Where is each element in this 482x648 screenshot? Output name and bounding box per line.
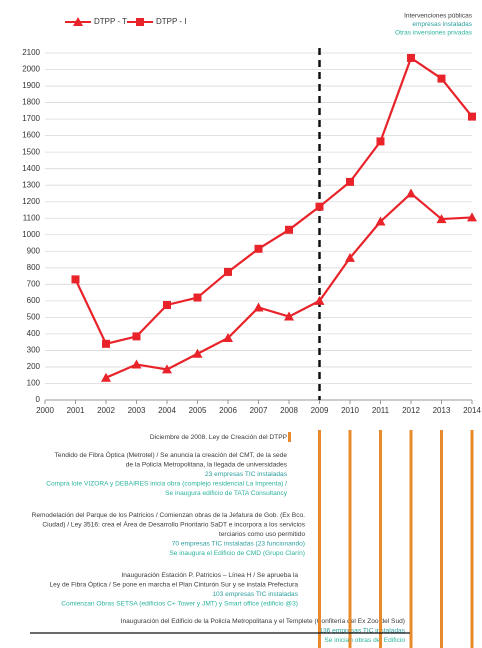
x-tick-label: 2006 xyxy=(219,406,237,415)
annotation: Tendido de Fibra Óptica (Metrotel) / Se … xyxy=(55,450,288,459)
legend-label: DTPP - I xyxy=(156,17,187,26)
point xyxy=(284,311,294,321)
x-tick-label: 2007 xyxy=(250,406,268,415)
annotation-bar xyxy=(348,430,352,648)
x-tick-label: 2010 xyxy=(341,406,359,415)
annotation: Ley de Fibra Óptica / Se pone en marcha … xyxy=(50,579,299,588)
legend-note: Intervenciones públicas xyxy=(404,13,473,20)
y-tick-label: 1800 xyxy=(22,98,40,107)
annotation: Comienzan Obras SETSA (edificios C+ Towe… xyxy=(61,601,298,608)
y-tick-label: 700 xyxy=(27,279,41,288)
y-tick-label: 1000 xyxy=(22,230,40,239)
point xyxy=(71,275,80,284)
annotation: 136 empresas TIC instaladas xyxy=(319,627,405,634)
point xyxy=(375,216,386,226)
x-tick-label: 2005 xyxy=(189,406,207,415)
annotation: Inauguración del Edificio de la Policía … xyxy=(121,618,405,625)
point xyxy=(162,364,172,374)
annotation: Se inaugura el Edificio de CMD (Grupo Cl… xyxy=(169,550,305,557)
legend-marker xyxy=(136,18,144,26)
y-tick-label: 0 xyxy=(36,395,41,404)
x-tick-label: 2000 xyxy=(36,406,54,415)
y-tick-label: 800 xyxy=(27,263,41,272)
point xyxy=(163,300,171,309)
y-tick-label: 1600 xyxy=(22,131,40,140)
annotation-bar xyxy=(440,430,443,648)
x-tick-label: 2001 xyxy=(67,406,85,415)
legend-marker xyxy=(73,17,83,26)
point xyxy=(436,214,447,224)
y-tick-label: 1400 xyxy=(22,164,40,173)
point xyxy=(346,177,354,186)
point xyxy=(224,267,232,276)
x-tick-label: 2013 xyxy=(433,406,451,415)
annotation: Se inician obras del Edificio xyxy=(324,637,405,644)
y-tick-label: 1300 xyxy=(22,180,40,189)
y-tick-label: 200 xyxy=(27,362,41,371)
y-tick-label: 2100 xyxy=(22,48,40,57)
annotation: Diciembre de 2008. Ley de Creación del D… xyxy=(150,434,288,441)
series-line xyxy=(74,56,473,346)
annotation: Remodelación del Parque de los Patricios… xyxy=(32,512,306,519)
x-tick-label: 2011 xyxy=(372,406,390,415)
y-tick-label: 1500 xyxy=(22,147,40,156)
annotation: Se inaugura edificio de TATA Consultancy xyxy=(165,490,288,497)
legend-label: DTPP - T xyxy=(94,17,127,26)
point xyxy=(437,74,446,83)
annotation-bar xyxy=(379,430,382,648)
point xyxy=(254,244,263,253)
y-tick-label: 600 xyxy=(27,296,41,305)
annotation-bar xyxy=(470,430,474,648)
y-tick-label: 300 xyxy=(27,346,41,355)
point xyxy=(193,293,202,302)
point xyxy=(345,252,355,262)
y-tick-label: 1900 xyxy=(22,81,40,90)
point xyxy=(131,359,142,369)
annotation: terciarios como uso permitido xyxy=(219,531,305,538)
y-tick-label: 100 xyxy=(27,379,41,388)
y-tick-label: 900 xyxy=(27,246,41,255)
point xyxy=(101,372,111,382)
point xyxy=(467,212,477,222)
x-tick-label: 2008 xyxy=(280,406,298,415)
point xyxy=(223,333,233,343)
x-tick-label: 2003 xyxy=(128,406,146,415)
x-tick-label: 2014 xyxy=(463,406,481,415)
annotation-bar xyxy=(318,430,321,648)
annotation-bar xyxy=(288,432,291,442)
y-tick-label: 1100 xyxy=(23,213,41,222)
annotation: 70 empresas TIC instaladas (23 funcionan… xyxy=(172,541,305,548)
y-tick-label: 1700 xyxy=(22,114,40,123)
legend-note: empresas instaladas xyxy=(412,21,472,28)
point xyxy=(192,348,203,358)
annotation: 103 empresas TIC instaladas xyxy=(212,591,298,598)
x-tick-label: 2004 xyxy=(158,406,176,415)
point xyxy=(376,137,385,146)
y-tick-label: 500 xyxy=(27,312,41,321)
annotation-bar xyxy=(409,430,413,648)
annotation: Ciudad) / Ley 3516: crea el Área de Desa… xyxy=(42,519,305,528)
point xyxy=(285,225,293,234)
point xyxy=(406,188,416,198)
point xyxy=(314,295,325,305)
y-tick-label: 1200 xyxy=(22,197,40,206)
annotation: Compra lote VIZORA y DEBAIRES inicia obr… xyxy=(46,481,287,488)
point xyxy=(102,339,110,348)
annotation: Inauguración Estación P. Patricios – Lín… xyxy=(121,572,298,579)
y-tick-label: 2000 xyxy=(22,65,40,74)
x-tick-label: 2012 xyxy=(402,406,420,415)
point xyxy=(315,202,324,211)
point xyxy=(132,332,141,341)
x-tick-label: 2002 xyxy=(97,406,115,415)
point xyxy=(253,302,264,312)
y-tick-label: 400 xyxy=(27,329,41,338)
point xyxy=(468,112,476,121)
annotation: de la Policía Metropolitana, la llegada … xyxy=(126,461,288,468)
legend-note: Otras inversiones privadas xyxy=(395,30,473,37)
point xyxy=(407,53,415,62)
x-tick-label: 2009 xyxy=(311,406,329,415)
annotation: 23 empresas TIC instaladas xyxy=(205,471,288,478)
